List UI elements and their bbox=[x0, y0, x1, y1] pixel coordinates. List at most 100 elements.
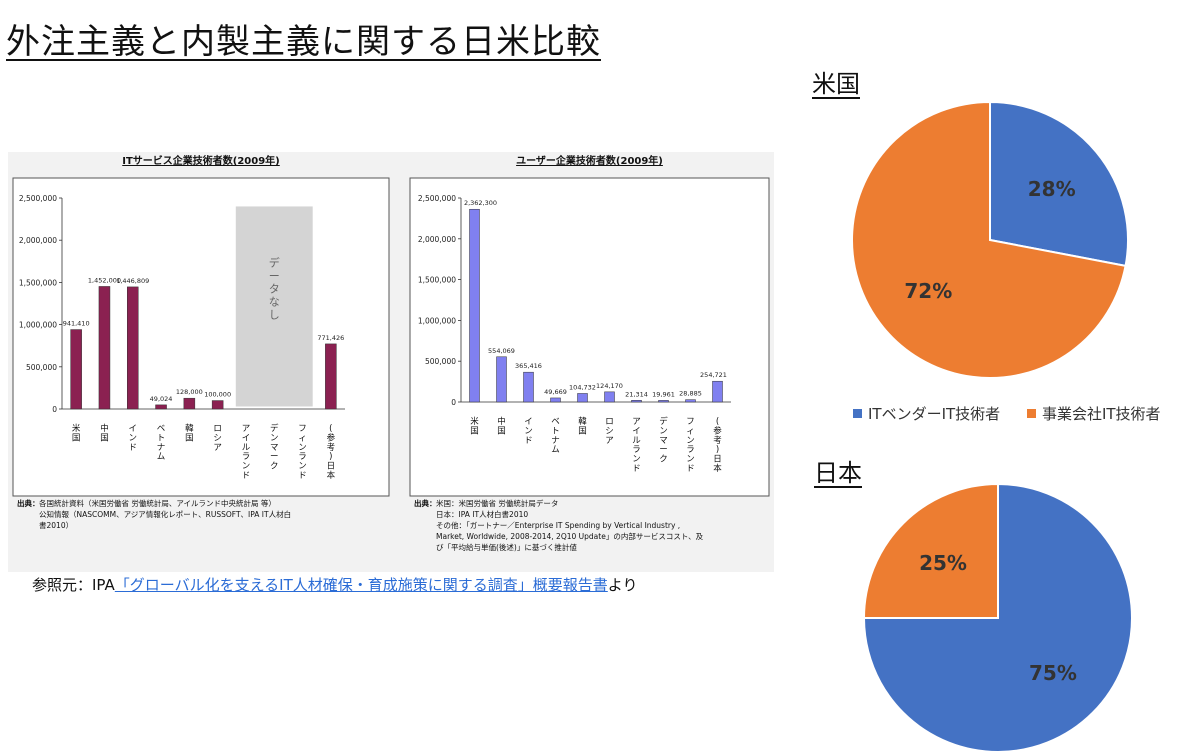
data-label: 49,669 bbox=[544, 388, 567, 396]
bar bbox=[325, 343, 337, 410]
footnote-line: 書2010） bbox=[39, 520, 73, 530]
footnote-line: 各国統計資料（米国労働省 労働統計局、アイルランド中央統計局 等） bbox=[39, 498, 276, 508]
x-tick-label: (参考)日本 bbox=[713, 417, 722, 474]
bar bbox=[550, 397, 561, 403]
data-label: 124,170 bbox=[596, 382, 623, 390]
chart-title: ユーザー企業技術者数(2009年) bbox=[516, 154, 663, 167]
x-tick-label: アイルランド bbox=[632, 417, 641, 474]
legend-item-business: 事業会社IT技術者 bbox=[1026, 405, 1161, 423]
bar bbox=[211, 400, 224, 410]
y-tick-label: 1,000,000 bbox=[418, 316, 456, 325]
slice-label: 75% bbox=[1029, 661, 1077, 685]
bar-charts-panel: ITサービス企業技術者数(2009年) 0 500,000 1,000,000 1,50… bbox=[8, 152, 774, 572]
y-tick-label: 0 bbox=[451, 398, 456, 407]
x-tick-label: フィンランド bbox=[686, 417, 695, 474]
x-tick-label: ロシア bbox=[605, 417, 614, 446]
pie-legend: ITベンダーIT技術者 事業会社IT技術者 bbox=[853, 403, 1183, 424]
x-tick-label: 韓国 bbox=[578, 416, 587, 436]
x-tick-label: アイルランド bbox=[242, 424, 251, 481]
x-tick-label: 韓国 bbox=[185, 423, 194, 443]
bar bbox=[685, 399, 696, 403]
legend-item-vendor: ITベンダーIT技術者 bbox=[853, 405, 1000, 423]
pie-slice bbox=[862, 482, 999, 619]
data-label: 554,069 bbox=[488, 347, 515, 355]
source-suffix: より bbox=[607, 576, 638, 594]
source-line: 参照元：IPA「グローバル化を支えるIT人材確保・育成施策に関する調査」概要報告… bbox=[32, 574, 637, 595]
bar-chart-0: ITサービス企業技術者数(2009年) 0 500,000 1,000,000 1,50… bbox=[12, 154, 390, 530]
bar bbox=[469, 208, 480, 403]
bar bbox=[98, 286, 111, 410]
source-prefix: 参照元：IPA bbox=[32, 576, 115, 594]
chart-title: ITサービス企業技術者数(2009年) bbox=[122, 154, 280, 167]
x-tick-label: インド bbox=[128, 424, 137, 453]
data-label: 128,000 bbox=[176, 388, 203, 396]
footnote-line: 公知情報（NASCOMM、アジア情報化レポート、RUSSOFT、IPA IT人材… bbox=[39, 509, 291, 519]
bar-charts-svg: ITサービス企業技術者数(2009年) 0 500,000 1,000,000 1,50… bbox=[12, 154, 770, 552]
x-tick-label: 米国 bbox=[72, 423, 81, 443]
data-label: 49,024 bbox=[150, 395, 173, 403]
bar bbox=[658, 400, 669, 403]
y-tick-label: 0 bbox=[52, 405, 57, 414]
y-tick-label: 2,500,000 bbox=[418, 194, 456, 203]
bar bbox=[127, 286, 139, 410]
pie-slice bbox=[851, 100, 1127, 379]
bar bbox=[496, 356, 507, 403]
source-link[interactable]: 「グローバル化を支えるIT人材確保・育成施策に関する調査」概要報告書 bbox=[114, 576, 608, 594]
data-label: 21,314 bbox=[625, 390, 648, 398]
bar-chart-1: ユーザー企業技術者数(2009年) 0 500,000 1,000,000 1,500,… bbox=[409, 154, 770, 552]
pie-slice bbox=[989, 100, 1129, 268]
data-label: 2,362,300 bbox=[464, 199, 497, 207]
data-label: 100,000 bbox=[204, 391, 231, 399]
us-pie-chart: 28% 72% bbox=[851, 100, 1129, 379]
data-label: 19,961 bbox=[652, 390, 675, 398]
us-pie-title: 米国 bbox=[812, 70, 860, 98]
x-tick-label: ベトナム bbox=[551, 417, 560, 455]
slice-label: 25% bbox=[919, 551, 967, 575]
data-label: 365,416 bbox=[515, 362, 542, 370]
data-label: 1,452,000 bbox=[88, 276, 121, 284]
slice-label: 28% bbox=[1028, 177, 1076, 201]
no-data-block bbox=[235, 206, 313, 407]
bar bbox=[183, 397, 196, 410]
y-tick-label: 2,000,000 bbox=[19, 236, 57, 245]
x-tick-label: フィンランド bbox=[298, 424, 307, 481]
bar bbox=[523, 371, 534, 403]
x-tick-label: デンマーク bbox=[270, 423, 279, 472]
bar bbox=[70, 329, 82, 410]
legend-swatch-blue bbox=[853, 409, 862, 418]
x-tick-label: (参考)日本 bbox=[327, 424, 336, 481]
slice-label: 72% bbox=[904, 279, 952, 303]
bar bbox=[604, 391, 615, 403]
legend-label-business: 事業会社IT技術者 bbox=[1041, 405, 1161, 423]
y-tick-label: 500,000 bbox=[26, 363, 57, 372]
y-tick-label: 1,000,000 bbox=[19, 321, 57, 330]
footnote-label: 出典： bbox=[17, 498, 40, 508]
bar bbox=[712, 380, 723, 403]
x-tick-label: ロシア bbox=[213, 424, 222, 453]
y-tick-label: 1,500,000 bbox=[418, 276, 456, 285]
footnote-line: 米国：米国労働省 労働統計局データ bbox=[436, 498, 558, 508]
data-label: 104,732 bbox=[569, 383, 596, 391]
y-tick-label: 2,000,000 bbox=[418, 235, 456, 244]
x-tick-label: 中国 bbox=[497, 416, 506, 436]
x-tick-label: デンマーク bbox=[659, 416, 668, 465]
legend-swatch-orange bbox=[1026, 409, 1036, 418]
x-tick-label: 中国 bbox=[100, 423, 109, 443]
x-tick-label: ベトナム bbox=[157, 424, 166, 462]
data-label: 1,446,809 bbox=[116, 277, 149, 285]
bar bbox=[155, 404, 167, 410]
jp-pie-title: 日本 bbox=[814, 459, 862, 487]
y-tick-label: 1,500,000 bbox=[19, 278, 57, 287]
footnote-line: 日本：IPA IT人材白書2010 bbox=[436, 509, 528, 519]
data-label: 254,721 bbox=[700, 371, 727, 379]
x-tick-label: 米国 bbox=[470, 416, 479, 436]
legend-label-vendor: ITベンダーIT技術者 bbox=[868, 405, 1001, 423]
data-label: 28,885 bbox=[679, 390, 702, 398]
y-tick-label: 2,500,000 bbox=[19, 194, 57, 203]
bar bbox=[577, 393, 588, 403]
no-data-label: データなし bbox=[269, 255, 280, 321]
footnote-line: び「平均給与単価(後述)」に基づく推計値 bbox=[436, 542, 577, 552]
x-tick-label: インド bbox=[524, 417, 533, 446]
footnote-label: 出典： bbox=[414, 498, 437, 508]
data-label: 941,410 bbox=[63, 320, 90, 328]
